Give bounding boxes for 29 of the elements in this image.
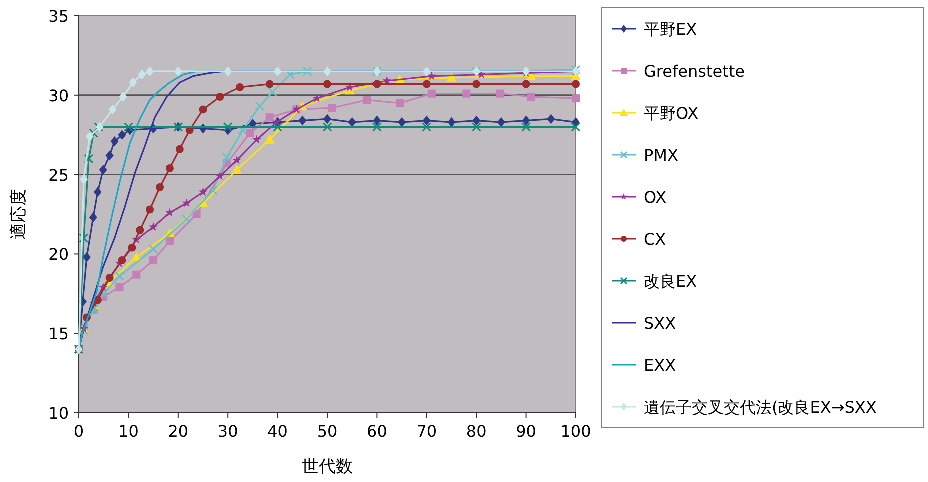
- legend-label: SXX: [644, 314, 676, 333]
- legend-label: 平野OX: [644, 104, 699, 123]
- legend-label: EXX: [644, 356, 676, 375]
- y-tick-label: 10: [48, 404, 69, 423]
- x-tick-label: 50: [317, 422, 338, 441]
- x-tick-label: 70: [416, 422, 438, 441]
- x-tick-label: 60: [367, 422, 388, 441]
- y-axis-title: 適応度: [9, 189, 29, 240]
- legend-label: 改良EX: [644, 272, 698, 291]
- x-tick-label: 40: [268, 422, 288, 441]
- legend-label: OX: [644, 188, 667, 207]
- x-tick-label: 30: [218, 422, 238, 441]
- y-tick-label: 25: [48, 166, 69, 185]
- legend-label: 平野EX: [644, 20, 698, 39]
- legend-label: PMX: [644, 146, 678, 165]
- x-tick-label: 80: [466, 422, 487, 441]
- y-tick-label: 30: [48, 86, 69, 106]
- x-tick-label: 20: [168, 422, 189, 441]
- x-tick-label: 100: [560, 422, 592, 441]
- y-tick-label: 15: [48, 324, 69, 344]
- legend-label: Grefenstette: [644, 62, 745, 81]
- y-tick-label: 35: [48, 7, 69, 26]
- x-axis-title: 世代数: [302, 457, 353, 477]
- x-tick-label: 90: [516, 422, 536, 441]
- legend-label: 遺伝子交叉交代法(改良EX→SXX: [644, 398, 877, 417]
- x-tick-label: 0: [74, 422, 84, 441]
- y-tick-label: 20: [48, 245, 69, 264]
- x-tick-label: 10: [118, 422, 139, 441]
- legend-label: CX: [644, 230, 666, 249]
